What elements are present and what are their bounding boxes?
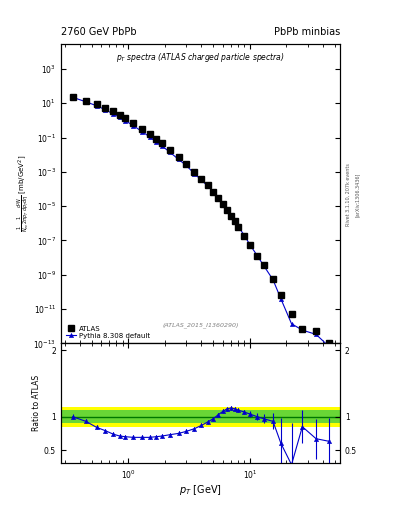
Pythia 8.308 default [70, 94, 75, 100]
Bar [61, 407, 340, 426]
ATLAS [261, 262, 266, 268]
ATLAS [236, 224, 241, 230]
ATLAS [123, 115, 128, 121]
ATLAS [103, 105, 108, 111]
Pythia 8.308 default [94, 103, 99, 109]
Pythia 8.308 default [289, 321, 294, 327]
ATLAS [289, 311, 294, 317]
ATLAS [154, 136, 159, 142]
ATLAS [70, 94, 75, 100]
Text: PbPb minbias: PbPb minbias [274, 27, 340, 37]
ATLAS [216, 195, 220, 201]
Bar [61, 410, 340, 423]
ATLAS [242, 233, 247, 239]
ATLAS [248, 242, 252, 248]
ATLAS [279, 292, 283, 298]
Pythia 8.308 default [225, 206, 230, 212]
Pythia 8.308 default [205, 183, 210, 189]
Pythia 8.308 default [131, 122, 136, 129]
Text: (ATLAS_2015_I1360290): (ATLAS_2015_I1360290) [162, 323, 239, 328]
Line: ATLAS: ATLAS [70, 95, 332, 346]
ATLAS [131, 120, 136, 126]
Pythia 8.308 default [279, 296, 283, 302]
ATLAS [225, 207, 230, 213]
Pythia 8.308 default [103, 107, 108, 113]
Text: 2760 GeV PbPb: 2760 GeV PbPb [61, 27, 136, 37]
Pythia 8.308 default [154, 139, 159, 145]
Pythia 8.308 default [327, 344, 332, 350]
Pythia 8.308 default [229, 211, 233, 218]
ATLAS [229, 212, 233, 219]
Pythia 8.308 default [147, 134, 152, 140]
ATLAS [176, 154, 181, 160]
Pythia 8.308 default [184, 162, 189, 168]
Pythia 8.308 default [199, 177, 204, 183]
Pythia 8.308 default [271, 276, 275, 283]
ATLAS [184, 161, 189, 167]
Pythia 8.308 default [176, 156, 181, 162]
ATLAS [94, 101, 99, 108]
ATLAS [314, 328, 318, 334]
Line: Pythia 8.308 default: Pythia 8.308 default [70, 95, 332, 349]
X-axis label: $p_T$ [GeV]: $p_T$ [GeV] [179, 483, 222, 497]
Pythia 8.308 default [232, 218, 237, 224]
Pythia 8.308 default [300, 327, 305, 333]
ATLAS [300, 326, 305, 332]
Pythia 8.308 default [236, 223, 241, 229]
Pythia 8.308 default [140, 129, 144, 135]
ATLAS [140, 126, 144, 132]
Y-axis label: Ratio to ATLAS: Ratio to ATLAS [32, 375, 41, 432]
ATLAS [192, 169, 197, 175]
Pythia 8.308 default [255, 252, 260, 259]
Text: $p_T$ spectra (ATLAS charged particle spectra): $p_T$ spectra (ATLAS charged particle sp… [116, 51, 285, 64]
ATLAS [199, 176, 204, 182]
ATLAS [211, 188, 216, 195]
Pythia 8.308 default [192, 170, 197, 177]
ATLAS [84, 98, 88, 104]
Text: [arXiv:1306.3436]: [arXiv:1306.3436] [355, 173, 360, 217]
Pythia 8.308 default [84, 99, 88, 105]
ATLAS [327, 340, 332, 347]
ATLAS [160, 140, 164, 146]
Pythia 8.308 default [220, 200, 225, 206]
Pythia 8.308 default [160, 143, 164, 149]
Pythia 8.308 default [110, 111, 115, 117]
ATLAS [147, 131, 152, 137]
Pythia 8.308 default [211, 189, 216, 195]
ATLAS [117, 112, 122, 118]
Legend: ATLAS, Pythia 8.308 default: ATLAS, Pythia 8.308 default [64, 324, 151, 340]
Text: Rivet 3.1.10, 207k events: Rivet 3.1.10, 207k events [345, 163, 350, 226]
Pythia 8.308 default [314, 331, 318, 337]
Pythia 8.308 default [261, 263, 266, 269]
Pythia 8.308 default [216, 195, 220, 201]
Pythia 8.308 default [167, 149, 172, 155]
ATLAS [271, 276, 275, 282]
ATLAS [220, 201, 225, 207]
Pythia 8.308 default [248, 242, 252, 248]
Y-axis label: $\frac{1}{N_{ev}} \frac{1}{2\pi p_T} \frac{d^2N}{dp_T d\eta}$ [mb/GeV$^2$]: $\frac{1}{N_{ev}} \frac{1}{2\pi p_T} \fr… [16, 155, 32, 232]
ATLAS [232, 218, 237, 224]
Pythia 8.308 default [123, 118, 128, 124]
Pythia 8.308 default [117, 114, 122, 120]
ATLAS [255, 252, 260, 259]
ATLAS [110, 109, 115, 115]
ATLAS [205, 182, 210, 188]
Pythia 8.308 default [242, 232, 247, 239]
ATLAS [167, 147, 172, 153]
